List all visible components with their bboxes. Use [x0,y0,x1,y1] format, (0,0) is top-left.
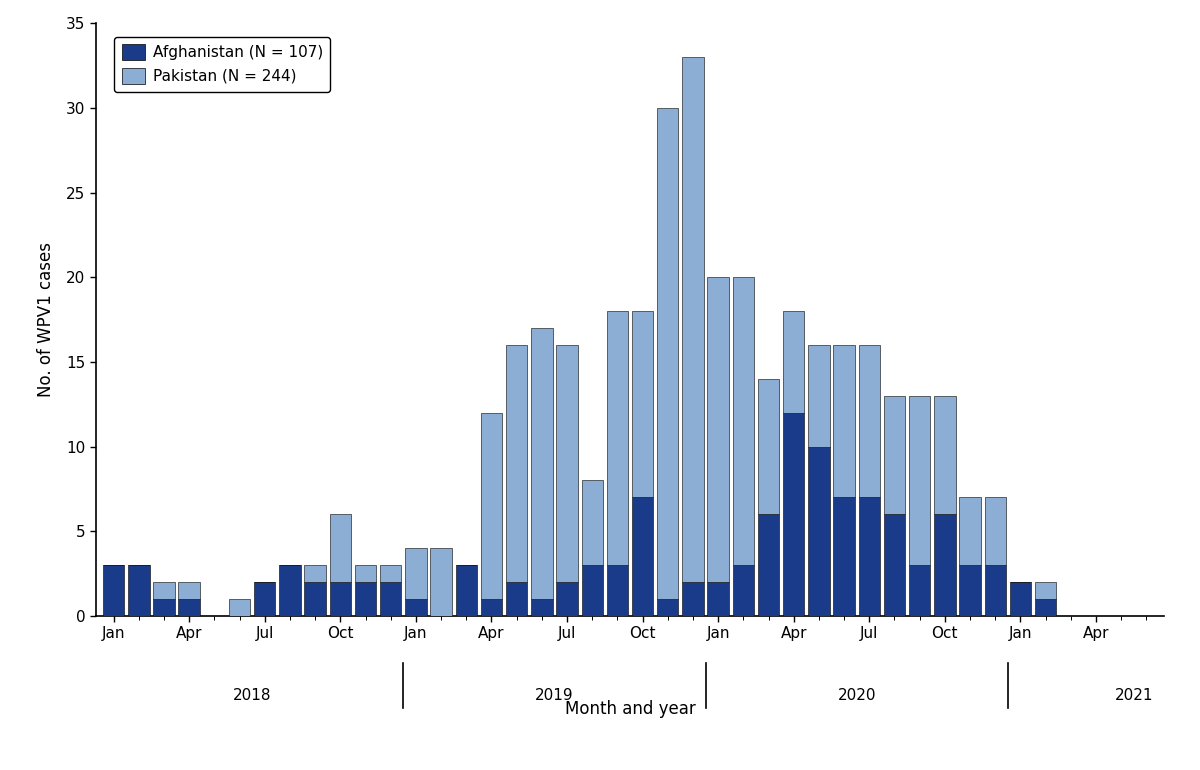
Bar [959,565,980,616]
Bar [733,565,754,616]
Bar [506,582,527,616]
Bar [582,480,602,565]
Legend: Afghanistan (N = 107), Pakistan (N = 244): Afghanistan (N = 107), Pakistan (N = 244… [114,37,330,92]
Bar [103,565,125,616]
Bar [1034,599,1056,616]
Bar [330,514,352,582]
Bar [179,599,200,616]
Bar [833,497,854,616]
Bar [557,345,577,582]
Bar [305,582,326,616]
Y-axis label: No. of WPV1 cases: No. of WPV1 cases [37,242,55,397]
Bar [908,396,930,565]
Bar [883,514,905,616]
Bar [532,599,552,616]
Bar [632,497,653,616]
Bar [809,345,829,447]
Bar [658,108,678,599]
Bar [532,328,552,599]
Text: 2018: 2018 [233,688,271,703]
Bar [607,565,628,616]
Bar [154,582,175,599]
Bar [758,514,779,616]
Bar [908,565,930,616]
Bar [456,565,476,616]
Bar [1034,582,1056,599]
Bar [355,565,377,582]
Bar [858,497,880,616]
Bar [229,599,251,616]
Bar [683,57,703,582]
Bar [380,582,402,616]
Bar [607,311,628,565]
Bar [708,277,728,582]
X-axis label: Month and year: Month and year [565,700,695,718]
Bar [658,599,678,616]
Bar [506,345,527,582]
Bar [582,565,602,616]
Bar [406,599,427,616]
Bar [809,447,829,616]
Bar [733,277,754,565]
Bar [883,396,905,514]
Bar [280,565,301,616]
Bar [380,565,402,582]
Text: 2019: 2019 [535,688,574,703]
Bar [758,379,779,514]
Text: 2020: 2020 [838,688,876,703]
Bar [984,565,1006,616]
Bar [858,345,880,497]
Bar [632,311,653,497]
Bar [481,413,502,599]
Text: 2021: 2021 [1115,688,1153,703]
Bar [784,311,804,413]
Bar [833,345,854,497]
Bar [1009,582,1031,616]
Bar [934,514,955,616]
Bar [683,582,703,616]
Bar [959,497,980,565]
Bar [128,565,150,616]
Bar [254,582,276,616]
Bar [431,548,451,616]
Bar [784,413,804,616]
Bar [481,599,502,616]
Bar [934,396,955,514]
Bar [305,565,326,582]
Bar [355,582,377,616]
Bar [179,582,200,599]
Bar [708,582,728,616]
Bar [154,599,175,616]
Bar [984,497,1006,565]
Bar [330,582,352,616]
Bar [406,548,427,599]
Bar [557,582,577,616]
